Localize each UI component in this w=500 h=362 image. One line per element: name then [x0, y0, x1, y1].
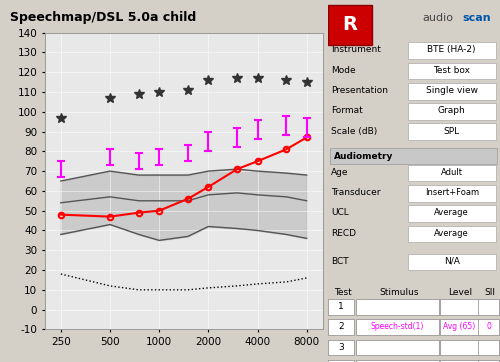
- FancyBboxPatch shape: [408, 205, 496, 222]
- Text: 3: 3: [338, 343, 344, 352]
- FancyBboxPatch shape: [440, 299, 480, 315]
- FancyBboxPatch shape: [478, 340, 499, 355]
- FancyBboxPatch shape: [356, 340, 439, 355]
- FancyBboxPatch shape: [408, 123, 496, 140]
- Text: Graph: Graph: [438, 106, 466, 115]
- FancyBboxPatch shape: [408, 165, 496, 181]
- Text: N/A: N/A: [444, 257, 460, 266]
- Text: Speech-std(1): Speech-std(1): [370, 323, 424, 331]
- FancyBboxPatch shape: [408, 103, 496, 120]
- Text: Age: Age: [331, 168, 348, 177]
- FancyBboxPatch shape: [328, 5, 372, 45]
- FancyBboxPatch shape: [408, 83, 496, 100]
- Text: Insert+Foam: Insert+Foam: [424, 188, 479, 197]
- FancyBboxPatch shape: [478, 299, 499, 315]
- Text: 2: 2: [338, 323, 344, 331]
- FancyBboxPatch shape: [356, 360, 439, 362]
- Text: Format: Format: [331, 106, 362, 115]
- Text: Scale (dB): Scale (dB): [331, 127, 377, 135]
- FancyBboxPatch shape: [408, 254, 496, 270]
- Text: Mode: Mode: [331, 66, 355, 75]
- FancyBboxPatch shape: [408, 42, 496, 59]
- Text: Average: Average: [434, 229, 469, 237]
- Text: UCL: UCL: [331, 209, 348, 217]
- FancyBboxPatch shape: [408, 63, 496, 79]
- Text: 0: 0: [486, 323, 491, 331]
- FancyBboxPatch shape: [330, 148, 498, 164]
- Text: 1: 1: [338, 302, 344, 311]
- FancyBboxPatch shape: [440, 340, 480, 355]
- Text: Test: Test: [334, 288, 352, 296]
- Text: RECD: RECD: [331, 229, 356, 237]
- Text: Instrument: Instrument: [331, 46, 381, 54]
- Text: scan: scan: [462, 13, 490, 23]
- Text: Test box: Test box: [433, 66, 470, 75]
- Text: Single view: Single view: [426, 86, 478, 95]
- Text: BCT: BCT: [331, 257, 348, 266]
- FancyBboxPatch shape: [440, 360, 480, 362]
- Text: Transducer: Transducer: [331, 188, 380, 197]
- Text: R: R: [342, 16, 357, 34]
- FancyBboxPatch shape: [328, 299, 354, 315]
- Text: audio: audio: [422, 13, 454, 23]
- FancyBboxPatch shape: [356, 299, 439, 315]
- FancyBboxPatch shape: [328, 340, 354, 355]
- Text: Speechmap/DSL 5.0a child: Speechmap/DSL 5.0a child: [10, 11, 196, 24]
- Text: Audiometry: Audiometry: [334, 152, 394, 161]
- Text: Avg (65): Avg (65): [444, 323, 476, 331]
- FancyBboxPatch shape: [478, 360, 499, 362]
- Text: Average: Average: [434, 209, 469, 217]
- FancyBboxPatch shape: [328, 319, 354, 335]
- Text: Level: Level: [448, 288, 472, 296]
- FancyBboxPatch shape: [408, 185, 496, 202]
- Text: Presentation: Presentation: [331, 86, 388, 95]
- Text: SPL: SPL: [444, 127, 460, 135]
- Text: SII: SII: [484, 288, 496, 296]
- FancyBboxPatch shape: [440, 319, 480, 335]
- FancyBboxPatch shape: [356, 319, 439, 335]
- FancyBboxPatch shape: [478, 319, 499, 335]
- Text: Adult: Adult: [440, 168, 462, 177]
- FancyBboxPatch shape: [408, 226, 496, 242]
- FancyBboxPatch shape: [328, 360, 354, 362]
- Text: Stimulus: Stimulus: [380, 288, 419, 296]
- Text: BTE (HA-2): BTE (HA-2): [428, 46, 476, 54]
